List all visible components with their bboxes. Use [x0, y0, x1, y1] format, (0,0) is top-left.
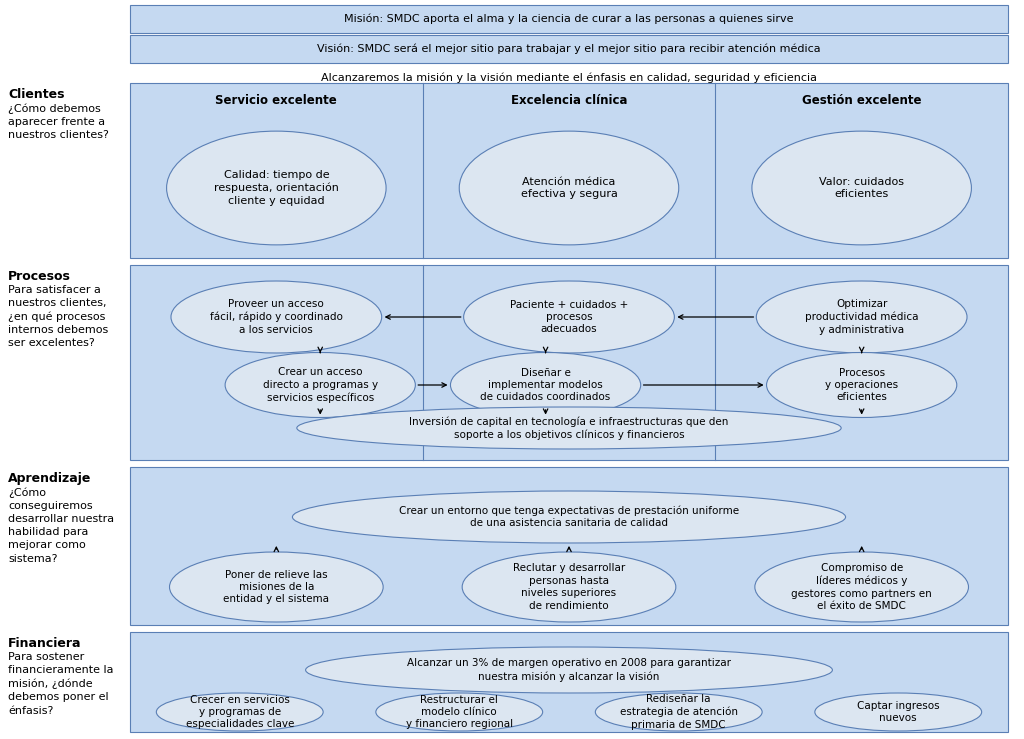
- Ellipse shape: [157, 693, 324, 731]
- Text: Poner de relieve las
misiones de la
entidad y el sistema: Poner de relieve las misiones de la enti…: [223, 570, 330, 605]
- Text: Captar ingresos
nuevos: Captar ingresos nuevos: [857, 701, 940, 723]
- Text: Alcanzaremos la misión y la visión mediante el énfasis en calidad, seguridad y e: Alcanzaremos la misión y la visión media…: [321, 72, 817, 84]
- Ellipse shape: [815, 693, 982, 731]
- Ellipse shape: [459, 131, 679, 245]
- Text: Rediseñar la
estrategia de atención
primaria de SMDC: Rediseñar la estrategia de atención prim…: [620, 694, 737, 729]
- Text: Financiera: Financiera: [8, 637, 82, 650]
- Text: Procesos: Procesos: [8, 270, 71, 283]
- Text: Para satisfacer a
nuestros clientes,
¿en qué procesos
internos debemos
ser excel: Para satisfacer a nuestros clientes, ¿en…: [8, 285, 109, 349]
- Bar: [130, 467, 1008, 625]
- Ellipse shape: [293, 491, 846, 543]
- Text: Alcanzar un 3% de margen operativo en 2008 para garantizar
nuestra misión y alca: Alcanzar un 3% de margen operativo en 20…: [407, 658, 731, 681]
- Text: Restructurar el
modelo clínico
y financiero regional: Restructurar el modelo clínico y financi…: [406, 695, 513, 729]
- Text: Compromiso de
líderes médicos y
gestores como partners en
el éxito de SMDC: Compromiso de líderes médicos y gestores…: [792, 563, 932, 611]
- Text: Valor: cuidados
eficientes: Valor: cuidados eficientes: [819, 177, 904, 200]
- Ellipse shape: [297, 407, 841, 449]
- Text: Gestión excelente: Gestión excelente: [802, 95, 922, 107]
- Ellipse shape: [376, 693, 543, 731]
- Ellipse shape: [167, 131, 386, 245]
- Bar: [130, 265, 1008, 460]
- Ellipse shape: [755, 552, 969, 622]
- Text: Paciente + cuidados +
procesos
adecuados: Paciente + cuidados + procesos adecuados: [510, 299, 628, 335]
- Text: Servicio excelente: Servicio excelente: [215, 95, 337, 107]
- Ellipse shape: [170, 552, 383, 622]
- Text: Clientes: Clientes: [8, 88, 65, 101]
- Ellipse shape: [171, 281, 382, 353]
- Bar: [130, 83, 1008, 258]
- Text: Reclutar y desarrollar
personas hasta
niveles superiores
de rendimiento: Reclutar y desarrollar personas hasta ni…: [513, 563, 625, 610]
- Ellipse shape: [767, 353, 956, 418]
- Text: Proveer un acceso
fácil, rápido y coordinado
a los servicios: Proveer un acceso fácil, rápido y coordi…: [210, 299, 343, 335]
- Text: Procesos
y operaciones
eficientes: Procesos y operaciones eficientes: [825, 367, 898, 403]
- Ellipse shape: [225, 353, 416, 418]
- Text: Aprendizaje: Aprendizaje: [8, 472, 91, 485]
- Bar: [130, 632, 1008, 732]
- Text: Atención médica
efectiva y segura: Atención médica efectiva y segura: [520, 177, 617, 200]
- Text: Crear un entorno que tenga expectativas de prestación uniforme
de una asistencia: Crear un entorno que tenga expectativas …: [399, 505, 739, 528]
- Text: Calidad: tiempo de
respuesta, orientación
cliente y equidad: Calidad: tiempo de respuesta, orientació…: [214, 170, 339, 205]
- Text: Optimizar
productividad médica
y administrativa: Optimizar productividad médica y adminis…: [805, 299, 919, 335]
- Text: ¿Cómo debemos
aparecer frente a
nuestros clientes?: ¿Cómo debemos aparecer frente a nuestros…: [8, 103, 109, 140]
- Ellipse shape: [305, 647, 833, 693]
- Text: Visión: SMDC será el mejor sitio para trabajar y el mejor sitio para recibir ate: Visión: SMDC será el mejor sitio para tr…: [317, 44, 821, 54]
- Bar: [130, 35, 1008, 63]
- Ellipse shape: [595, 693, 762, 731]
- Ellipse shape: [464, 281, 675, 353]
- Text: Diseñar e
implementar modelos
de cuidados coordinados: Diseñar e implementar modelos de cuidado…: [480, 367, 610, 403]
- Text: Excelencia clínica: Excelencia clínica: [511, 95, 628, 107]
- Text: Crecer en servicios
y programas de
especialidades clave: Crecer en servicios y programas de espec…: [185, 695, 294, 729]
- Ellipse shape: [462, 552, 676, 622]
- Ellipse shape: [451, 353, 641, 418]
- Text: ¿Cómo
conseguiremos
desarrollar nuestra
habilidad para
mejorar como
sistema?: ¿Cómo conseguiremos desarrollar nuestra …: [8, 487, 114, 564]
- Text: Misión: SMDC aporta el alma y la ciencia de curar a las personas a quienes sirve: Misión: SMDC aporta el alma y la ciencia…: [344, 14, 794, 24]
- Text: Crear un acceso
directo a programas y
servicios específicos: Crear un acceso directo a programas y se…: [263, 367, 378, 403]
- Ellipse shape: [757, 281, 967, 353]
- Text: Inversión de capital en tecnología e infraestructuras que den
soporte a los obje: Inversión de capital en tecnología e inf…: [410, 416, 729, 440]
- Bar: [130, 5, 1008, 33]
- Ellipse shape: [752, 131, 972, 245]
- Text: Para sostener
financieramente la
misión, ¿dónde
debemos poner el
énfasis?: Para sostener financieramente la misión,…: [8, 652, 114, 715]
